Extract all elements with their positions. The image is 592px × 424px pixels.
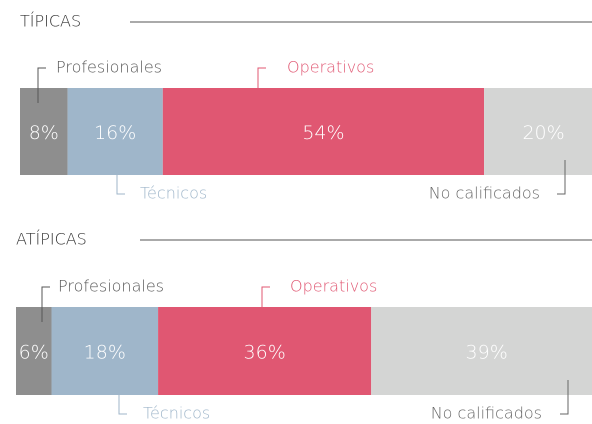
value-label: 18% xyxy=(84,342,126,364)
series-label: Operativos xyxy=(290,277,377,296)
bar-segment xyxy=(162,88,485,175)
value-label: 39% xyxy=(466,342,508,364)
series-label: Profesionales xyxy=(56,58,162,77)
bar-segment xyxy=(158,307,372,395)
series-label: No calificados xyxy=(431,404,542,423)
value-label: 16% xyxy=(94,122,136,144)
value-label: 8% xyxy=(29,122,59,144)
bar-segment xyxy=(16,307,52,395)
series-label: Técnicos xyxy=(140,184,207,203)
chart-title: ATÍPICAS xyxy=(16,230,87,249)
callout-bracket xyxy=(41,286,50,322)
series-label: Técnicos xyxy=(143,404,210,423)
callout-bracket xyxy=(37,67,46,103)
value-label: 54% xyxy=(302,122,344,144)
value-label: 20% xyxy=(522,122,564,144)
value-label: 36% xyxy=(244,342,286,364)
bar-segment xyxy=(20,88,68,175)
bar-segment xyxy=(371,307,592,395)
callout-bracket xyxy=(116,160,125,195)
series-label: Operativos xyxy=(287,58,374,77)
bar-segment xyxy=(67,88,163,175)
bar-segment xyxy=(484,88,592,175)
series-label: Profesionales xyxy=(58,277,164,296)
callout-bracket xyxy=(261,286,270,322)
series-label: No calificados xyxy=(429,184,540,203)
callout-bracket xyxy=(557,160,566,195)
callout-bracket xyxy=(257,67,266,103)
value-label: 6% xyxy=(19,342,49,364)
callout-bracket xyxy=(560,380,569,415)
bar-segment xyxy=(51,307,159,395)
chart-title: TÍPICAS xyxy=(20,12,81,31)
callout-bracket xyxy=(118,380,127,415)
